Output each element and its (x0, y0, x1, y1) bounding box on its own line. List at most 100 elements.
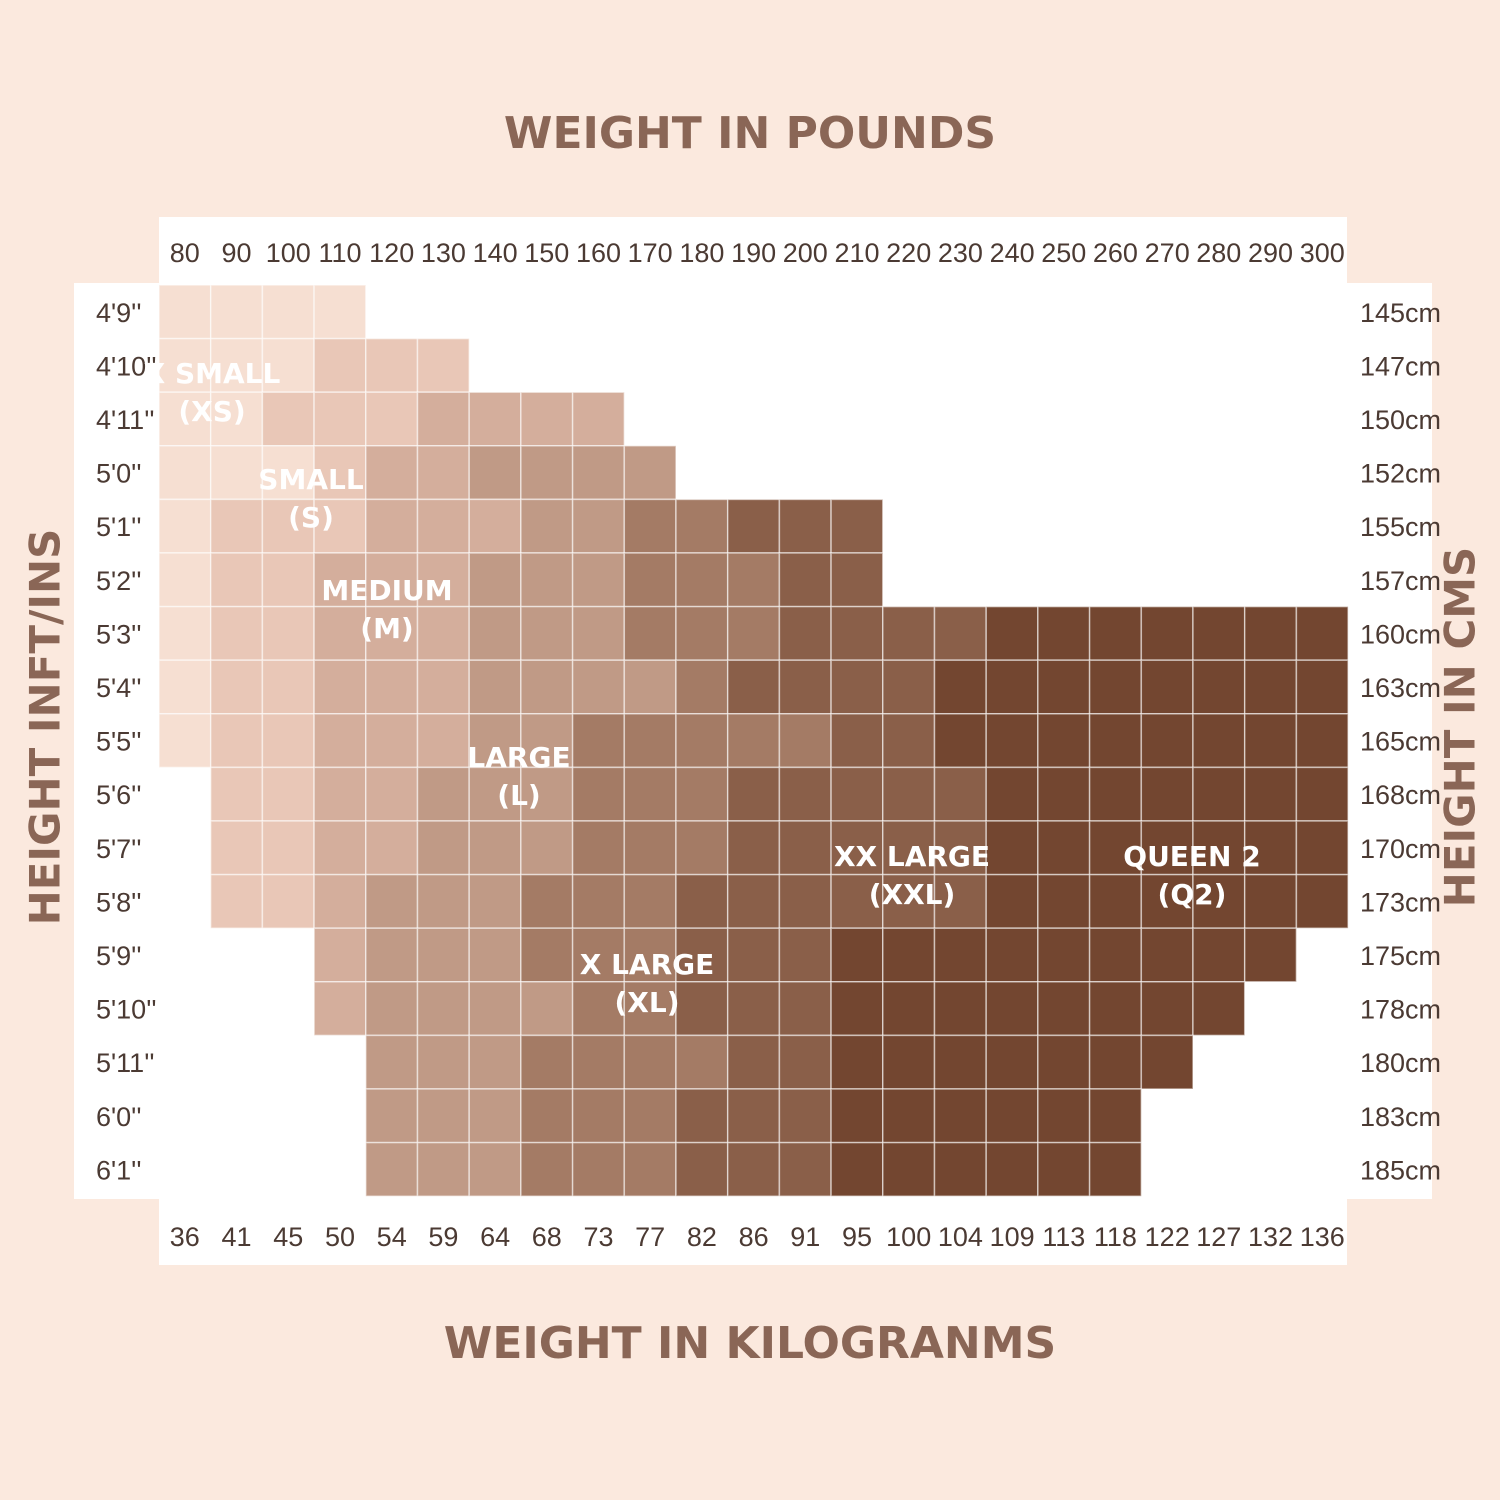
cell-m (416, 445, 470, 501)
cell-xs (261, 284, 315, 340)
tick-label-kg: 100 (886, 1222, 931, 1252)
cell-q2 (830, 1088, 884, 1144)
cell-q2 (830, 927, 884, 983)
tick-label-kg: 64 (480, 1222, 510, 1252)
cell-q2 (1088, 873, 1143, 929)
cell-q2 (1243, 766, 1298, 822)
cell-s (261, 766, 315, 822)
cell-xxl (726, 1088, 781, 1144)
cell-q2 (1088, 713, 1143, 769)
cell-q2 (1088, 820, 1143, 876)
cell-xl (623, 552, 677, 608)
cell-xxl (726, 927, 781, 983)
cell-xl (571, 981, 626, 1037)
tick-label-ft-in: 5'4'' (96, 673, 142, 703)
cell-m (313, 873, 367, 929)
cell-s (365, 391, 419, 447)
cell-xxl (778, 1141, 832, 1197)
cell-xs (313, 284, 367, 340)
cell-xxl (726, 1034, 781, 1090)
cell-q2 (1088, 981, 1143, 1037)
cell-s (209, 713, 264, 769)
cell-xxl (675, 981, 729, 1037)
cell-xxl (726, 659, 781, 715)
cell-xs (158, 605, 212, 661)
tick-label-kg: 54 (377, 1222, 407, 1252)
cell-q2 (985, 873, 1039, 929)
cell-q2 (933, 713, 987, 769)
bottom-axis-panel (159, 1197, 1347, 1265)
cell-m (416, 713, 470, 769)
cell-q2 (1295, 873, 1349, 929)
cell-m (365, 445, 419, 501)
tick-label-cm: 157cm (1360, 566, 1441, 596)
cell-xxl (778, 659, 832, 715)
cell-l (468, 820, 522, 876)
cell-xxl (830, 713, 884, 769)
cell-xs (158, 337, 212, 393)
cell-l (416, 927, 470, 983)
cell-q2 (1088, 1141, 1143, 1197)
cell-q2 (1037, 873, 1091, 929)
tick-label-pounds: 230 (938, 238, 983, 268)
cell-l (468, 552, 522, 608)
cell-xl (571, 1034, 626, 1090)
tick-label-ft-in: 4'10'' (96, 351, 157, 381)
cell-xxl (778, 1088, 832, 1144)
cell-xl (623, 605, 677, 661)
cell-q2 (830, 1141, 884, 1197)
cell-xxl (933, 766, 987, 822)
cell-xxl (726, 820, 781, 876)
cell-l (468, 713, 522, 769)
cell-l (520, 445, 574, 501)
cell-xxl (726, 981, 781, 1037)
zone-code-xs: (XS) (178, 395, 245, 428)
cell-s (261, 820, 315, 876)
tick-label-pounds: 250 (1041, 238, 1086, 268)
cell-l (520, 981, 574, 1037)
cell-xxl (778, 820, 832, 876)
axis-label-weight-kilograms: WEIGHT IN KILOGRANMS (443, 1318, 1057, 1369)
cell-q2 (1088, 659, 1143, 715)
cell-m (468, 391, 522, 447)
tick-label-ft-in: 5'9'' (96, 941, 142, 971)
cell-xl (623, 498, 677, 554)
cell-l (416, 1088, 470, 1144)
cell-xl (520, 927, 574, 983)
cell-s (261, 873, 315, 929)
cell-l (468, 981, 522, 1037)
cell-q2 (1192, 981, 1246, 1037)
tick-label-ft-in: 5'3'' (96, 619, 142, 649)
cell-xl (675, 1034, 729, 1090)
cell-l (468, 445, 522, 501)
cell-l (416, 1034, 470, 1090)
cell-q2 (1037, 605, 1091, 661)
tick-label-kg: 73 (583, 1222, 613, 1252)
cell-xxl (726, 1141, 781, 1197)
cell-q2 (1192, 659, 1246, 715)
tick-label-cm: 145cm (1360, 298, 1441, 328)
cell-xxl (882, 659, 936, 715)
cell-l (416, 981, 470, 1037)
cell-xxl (933, 873, 987, 929)
cell-m (313, 981, 367, 1037)
cell-xxl (778, 981, 832, 1037)
cell-q2 (1037, 1088, 1091, 1144)
cell-xxl (778, 605, 832, 661)
cell-l (520, 552, 574, 608)
tick-label-pounds: 280 (1196, 238, 1241, 268)
cell-q2 (1037, 659, 1091, 715)
cell-q2 (882, 927, 936, 983)
cell-xxl (830, 766, 884, 822)
cell-xl (571, 1088, 626, 1144)
cell-q2 (830, 1034, 884, 1090)
cell-xl (726, 552, 781, 608)
cell-xl (571, 766, 626, 822)
zone-code-m: (M) (360, 612, 413, 645)
cell-q2 (1140, 1034, 1194, 1090)
cell-xs (209, 445, 264, 501)
cell-s (209, 873, 264, 929)
cell-q2 (1088, 766, 1143, 822)
cell-q2 (882, 1141, 936, 1197)
cell-xl (571, 873, 626, 929)
